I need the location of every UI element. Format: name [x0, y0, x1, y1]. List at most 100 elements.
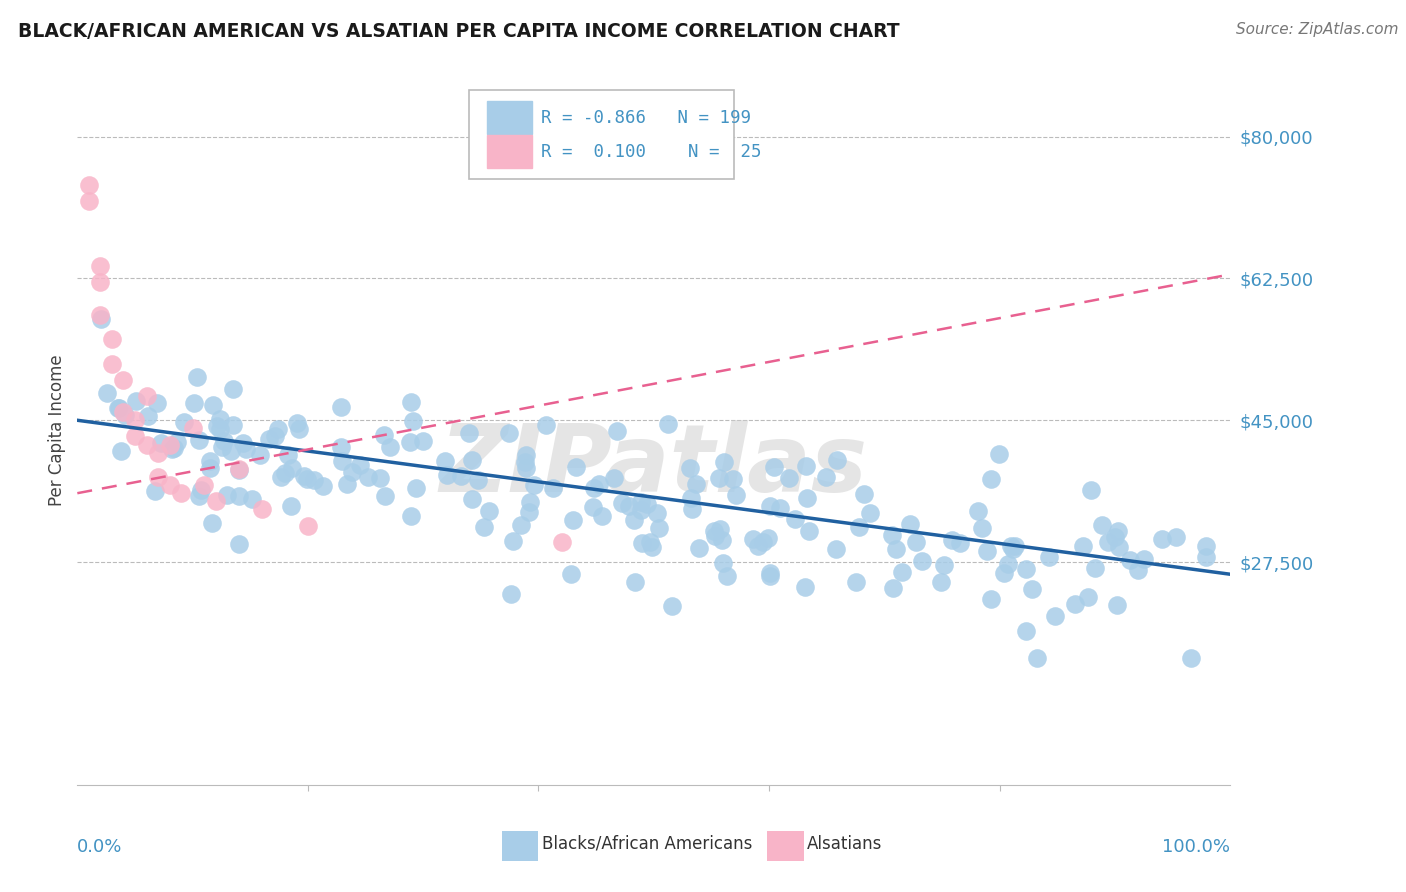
Point	[825, 453, 848, 467]
Point	[716, 569, 738, 583]
Point	[228, 463, 250, 477]
Point	[263, 429, 285, 443]
Point	[602, 471, 624, 485]
Point	[685, 477, 707, 491]
Point	[159, 437, 181, 451]
Point	[1000, 540, 1022, 554]
Point	[1097, 535, 1119, 549]
Point	[631, 536, 654, 550]
Point	[342, 465, 364, 479]
Point	[205, 418, 228, 433]
Text: BLACK/AFRICAN AMERICAN VS ALSATIAN PER CAPITA INCOME CORRELATION CHART: BLACK/AFRICAN AMERICAN VS ALSATIAN PER C…	[18, 22, 900, 41]
Point	[399, 435, 422, 450]
Point	[204, 494, 226, 508]
Point	[970, 521, 993, 535]
Point	[759, 566, 782, 580]
Point	[931, 574, 953, 589]
Point	[725, 488, 748, 502]
Point	[160, 442, 183, 456]
Point	[623, 513, 645, 527]
Point	[783, 512, 806, 526]
Point	[778, 470, 800, 484]
Point	[932, 558, 955, 573]
Point	[657, 417, 679, 431]
Point	[582, 482, 605, 496]
Point	[711, 556, 734, 570]
Point	[257, 432, 280, 446]
Point	[373, 427, 395, 442]
Point	[911, 554, 934, 568]
Point	[274, 467, 297, 481]
Point	[848, 520, 870, 534]
Point	[709, 471, 731, 485]
Point	[89, 276, 111, 290]
Point	[150, 436, 173, 450]
Point	[461, 453, 484, 467]
Point	[349, 458, 371, 472]
Point	[232, 436, 254, 450]
Point	[228, 489, 250, 503]
Point	[610, 496, 633, 510]
Point	[1084, 561, 1107, 575]
Point	[498, 426, 520, 441]
Point	[1077, 590, 1099, 604]
Text: 100.0%: 100.0%	[1163, 838, 1230, 856]
Point	[661, 599, 683, 613]
Point	[215, 488, 238, 502]
Point	[976, 544, 998, 558]
Point	[949, 536, 972, 550]
Point	[1015, 624, 1038, 638]
Point	[200, 454, 222, 468]
Point	[114, 408, 136, 422]
Point	[222, 417, 245, 432]
Point	[125, 393, 148, 408]
Point	[399, 509, 422, 524]
Point	[89, 308, 111, 322]
Point	[519, 495, 541, 509]
Point	[890, 565, 912, 579]
FancyBboxPatch shape	[486, 136, 531, 168]
Point	[461, 492, 484, 507]
Point	[458, 425, 481, 440]
Point	[763, 460, 786, 475]
Point	[638, 534, 661, 549]
Point	[336, 476, 359, 491]
Point	[146, 396, 169, 410]
Point	[980, 472, 1002, 486]
Point	[704, 529, 727, 543]
Point	[582, 500, 605, 514]
Point	[1071, 539, 1094, 553]
Point	[405, 482, 427, 496]
Point	[515, 448, 537, 462]
Point	[330, 400, 353, 414]
Point	[135, 437, 157, 451]
Point	[536, 417, 558, 432]
Point	[235, 442, 257, 457]
Point	[1002, 542, 1025, 557]
Point	[1021, 582, 1043, 596]
Point	[190, 483, 212, 497]
Point	[742, 532, 765, 546]
Point	[1128, 563, 1150, 577]
Point	[904, 534, 927, 549]
Point	[710, 533, 733, 547]
Point	[478, 504, 501, 518]
Point	[1107, 524, 1129, 538]
Point	[941, 533, 963, 548]
Point	[550, 534, 572, 549]
Point	[769, 500, 792, 515]
Point	[267, 422, 290, 436]
Point	[162, 442, 184, 456]
Point	[703, 524, 725, 539]
Point	[648, 521, 671, 535]
Point	[214, 434, 236, 448]
Point	[135, 389, 157, 403]
Point	[845, 575, 868, 590]
Point	[402, 414, 425, 428]
Point	[636, 497, 658, 511]
Point	[228, 537, 250, 551]
Point	[1038, 550, 1060, 565]
Point	[967, 504, 990, 518]
Point	[1004, 539, 1026, 553]
Point	[997, 558, 1019, 572]
